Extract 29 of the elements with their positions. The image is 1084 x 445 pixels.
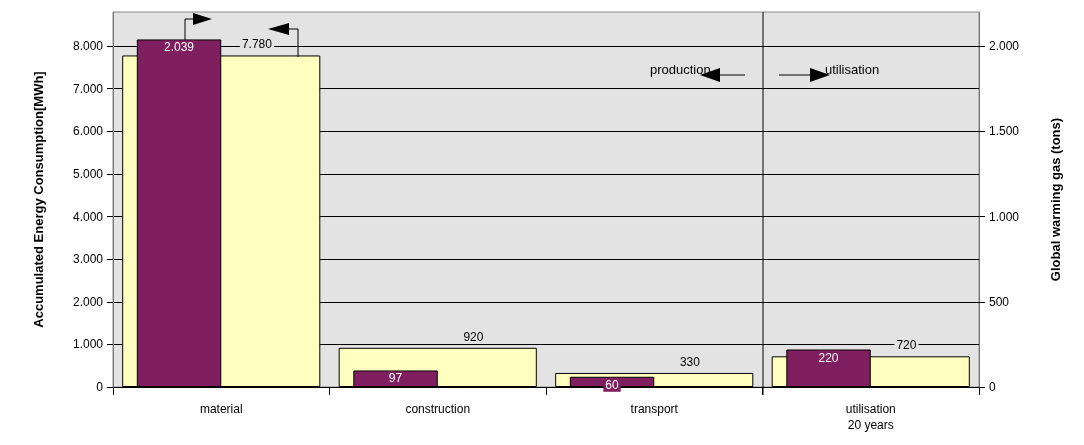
x-tick-label: utilisation 20 years bbox=[845, 402, 896, 432]
y2-tick-label: 1.500 bbox=[989, 124, 1020, 139]
y-tick-label: 6.000 bbox=[72, 124, 104, 139]
data-label: 330 bbox=[679, 354, 701, 369]
data-label: 7.780 bbox=[241, 37, 273, 52]
y2-tick-label: 0 bbox=[989, 380, 996, 394]
data-label: 97 bbox=[388, 371, 403, 386]
y-tick-label: 8.000 bbox=[72, 39, 104, 54]
data-label: 220 bbox=[818, 350, 839, 365]
y-axis-title: Accumulated Energy Consumption[MWh] bbox=[31, 71, 46, 328]
y-tick-label: 3.000 bbox=[72, 252, 104, 267]
data-label: 2.039 bbox=[164, 40, 195, 55]
y2-tick-label: 500 bbox=[989, 294, 1010, 309]
y-tick-label: 7.000 bbox=[72, 81, 104, 96]
x-tick-label: transport bbox=[630, 402, 679, 416]
y2-tick-label: 2.000 bbox=[989, 39, 1020, 54]
x-tick-label: material bbox=[199, 402, 243, 416]
y-tick-label: 4.000 bbox=[72, 209, 104, 224]
data-label: 920 bbox=[463, 329, 484, 344]
y-tick-label: 1.000 bbox=[72, 337, 104, 352]
y2-axis-title: Global warming gas (tons) bbox=[1048, 117, 1063, 282]
data-label: 720 bbox=[896, 338, 917, 353]
annotation: utilisation bbox=[825, 62, 880, 77]
y-tick-label: 0 bbox=[96, 380, 104, 394]
y-tick-label: 5.000 bbox=[72, 166, 104, 181]
y-tick-label: 2.000 bbox=[72, 294, 104, 309]
y2-tick-label: 1.000 bbox=[989, 209, 1020, 224]
data-label: 60 bbox=[605, 377, 620, 392]
x-tick-label: construction bbox=[405, 402, 471, 416]
